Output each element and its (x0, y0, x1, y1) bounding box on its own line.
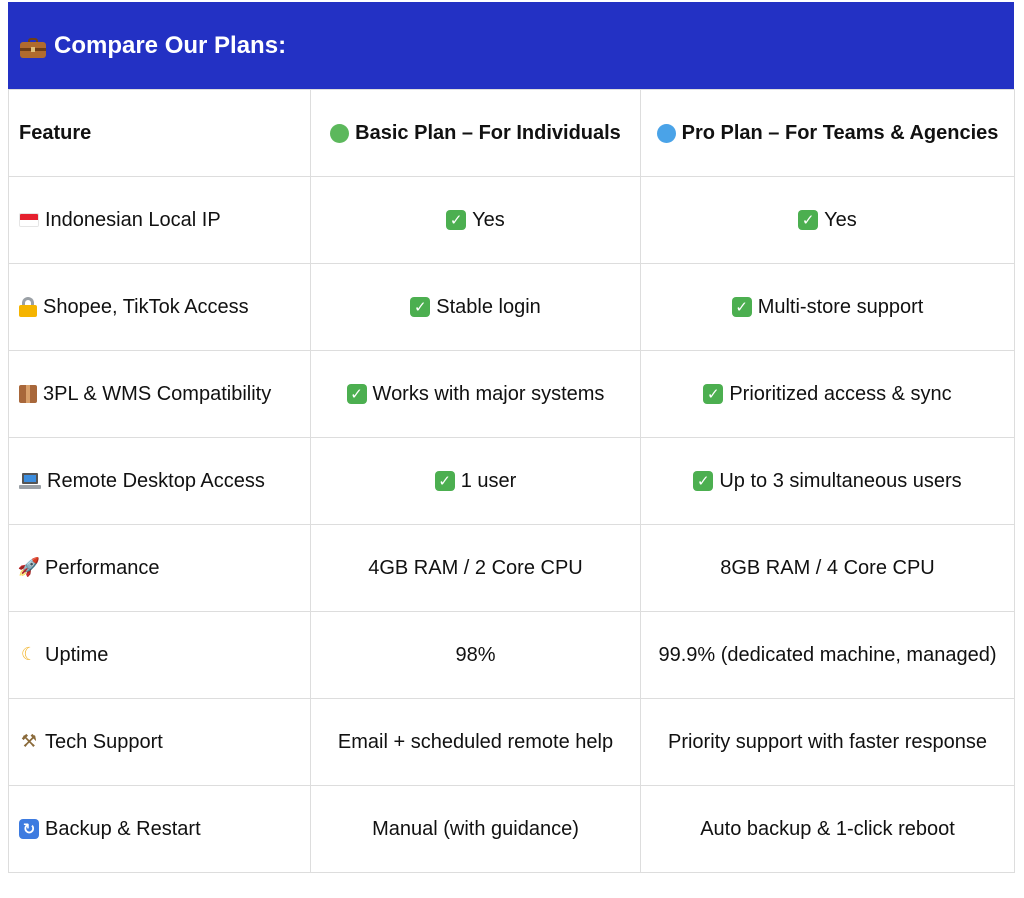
pro-cell: ✓ Up to 3 simultaneous users (640, 437, 1015, 525)
column-header-pro: Pro Plan – For Teams & Agencies (640, 89, 1015, 177)
table-row: Remote Desktop Access ✓ 1 user ✓ Up to 3… (8, 437, 1015, 525)
basic-cell: Email + scheduled remote help (310, 698, 641, 786)
basic-value: Manual (with guidance) (372, 817, 579, 840)
basic-value: Stable login (436, 295, 541, 318)
pro-cell: ✓ Prioritized access & sync (640, 350, 1015, 438)
pro-value: 8GB RAM / 4 Core CPU (720, 556, 935, 579)
feature-cell: 3PL & WMS Compatibility (8, 350, 311, 438)
pro-value: Auto backup & 1-click reboot (700, 817, 955, 840)
column-header-feature: Feature (8, 89, 311, 177)
check-icon: ✓ (798, 210, 819, 231)
lock-icon (19, 297, 37, 318)
pro-value: Priority support with faster response (667, 730, 988, 753)
feature-cell: 🚀 Performance (8, 524, 311, 612)
pro-cell: Priority support with faster response (640, 698, 1015, 786)
column-header-basic: Basic Plan – For Individuals (310, 89, 641, 177)
basic-value: Yes (472, 208, 505, 231)
feature-cell: Indonesian Local IP (8, 176, 311, 264)
table-row: Shopee, TikTok Access ✓ Stable login ✓ M… (8, 263, 1015, 351)
feature-cell: ⚒ Tech Support (8, 698, 311, 786)
check-icon: ✓ (446, 210, 467, 231)
pro-cell: ✓ Multi-store support (640, 263, 1015, 351)
basic-value: 1 user (460, 469, 517, 492)
refresh-icon: ↻ (19, 819, 39, 840)
comparison-table: Feature Basic Plan – For Individuals Pro… (8, 89, 1015, 873)
table-row: ⚒ Tech Support Email + scheduled remote … (8, 698, 1015, 786)
green-circle-icon (330, 123, 350, 143)
basic-value: Email + scheduled remote help (337, 730, 614, 753)
feature-cell: Shopee, TikTok Access (8, 263, 311, 351)
feature-label: Indonesian Local IP (45, 208, 221, 231)
indonesia-flag-icon (19, 213, 39, 228)
feature-cell: ↻ Backup & Restart (8, 785, 311, 873)
table-row: Indonesian Local IP ✓ Yes ✓ Yes (8, 176, 1015, 264)
package-icon (19, 385, 37, 404)
basic-cell: Manual (with guidance) (310, 785, 641, 873)
basic-cell: ✓ Works with major systems (310, 350, 641, 438)
check-icon: ✓ (346, 384, 367, 405)
pro-value: Yes (824, 208, 857, 231)
basic-value: Works with major systems (372, 382, 605, 405)
rocket-icon: 🚀 (17, 557, 41, 579)
table-row: ↻ Backup & Restart Manual (with guidance… (8, 785, 1015, 873)
check-icon: ✓ (703, 384, 724, 405)
feature-label: 3PL & WMS Compatibility (43, 382, 272, 405)
column-header-label: Pro Plan – For Teams & Agencies (681, 121, 999, 144)
pro-value: Prioritized access & sync (729, 382, 952, 405)
basic-cell: 4GB RAM / 2 Core CPU (310, 524, 641, 612)
basic-cell: ✓ Stable login (310, 263, 641, 351)
basic-cell: ✓ Yes (310, 176, 641, 264)
pro-cell: Auto backup & 1-click reboot (640, 785, 1015, 873)
feature-label: Remote Desktop Access (47, 469, 265, 492)
column-header-label: Feature (19, 121, 92, 144)
briefcase-icon (20, 37, 46, 58)
column-header-label: Basic Plan – For Individuals (355, 121, 621, 144)
check-icon: ✓ (693, 471, 714, 492)
feature-label: Performance (45, 556, 160, 579)
feature-label: Uptime (45, 643, 109, 666)
header-banner: Compare Our Plans: (8, 2, 1014, 89)
feature-cell: Remote Desktop Access (8, 437, 311, 525)
pro-value: 99.9% (dedicated machine, managed) (658, 643, 997, 666)
feature-cell: ☾ Uptime (8, 611, 311, 699)
basic-cell: 98% (310, 611, 641, 699)
check-icon: ✓ (434, 471, 455, 492)
basic-cell: ✓ 1 user (310, 437, 641, 525)
tools-icon: ⚒ (20, 731, 38, 753)
blue-circle-icon (656, 123, 676, 143)
check-icon: ✓ (731, 297, 752, 318)
laptop-icon (19, 472, 41, 490)
page-title-text: Compare Our Plans: (54, 31, 287, 59)
basic-value: 4GB RAM / 2 Core CPU (368, 556, 583, 579)
page-title: Compare Our Plans: (20, 32, 286, 60)
pro-cell: ✓ Yes (640, 176, 1015, 264)
pro-cell: 8GB RAM / 4 Core CPU (640, 524, 1015, 612)
table-header-row: Feature Basic Plan – For Individuals Pro… (8, 89, 1015, 177)
pro-value: Multi-store support (757, 295, 924, 318)
feature-label: Backup & Restart (45, 817, 201, 840)
basic-value: 98% (455, 643, 496, 666)
table-row: 3PL & WMS Compatibility ✓ Works with maj… (8, 350, 1015, 438)
table-row: ☾ Uptime 98% 99.9% (dedicated machine, m… (8, 611, 1015, 699)
pro-cell: 99.9% (dedicated machine, managed) (640, 611, 1015, 699)
feature-label: Shopee, TikTok Access (43, 295, 249, 318)
crescent-moon-icon: ☾ (20, 644, 38, 666)
check-icon: ✓ (410, 297, 431, 318)
feature-label: Tech Support (45, 730, 163, 753)
table-row: 🚀 Performance 4GB RAM / 2 Core CPU 8GB R… (8, 524, 1015, 612)
pro-value: Up to 3 simultaneous users (719, 469, 962, 492)
plan-comparison: Compare Our Plans: Feature Basic Plan – … (8, 2, 1015, 873)
